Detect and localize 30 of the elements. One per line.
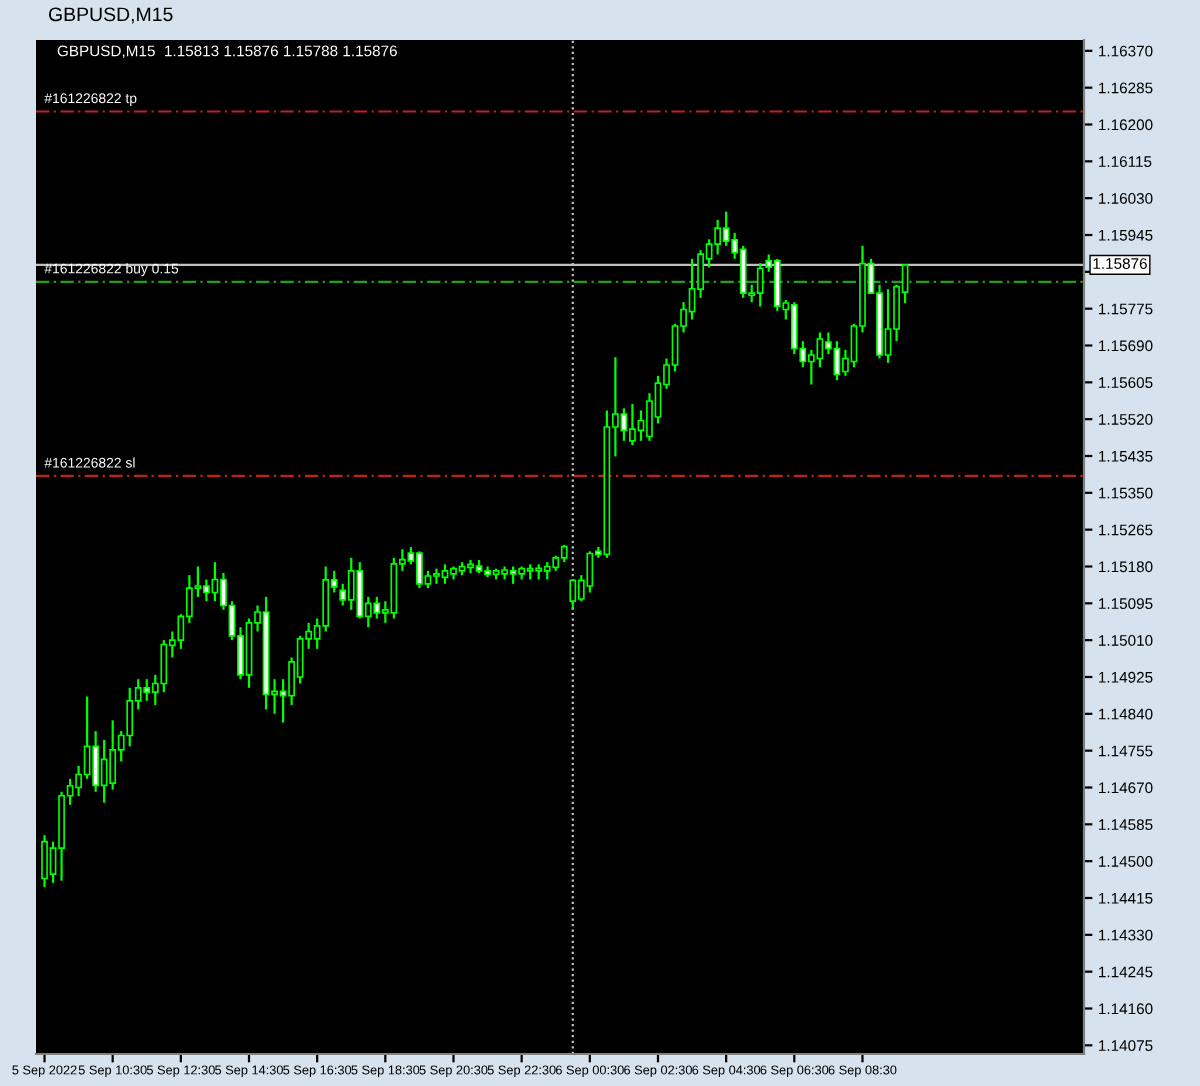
candlestick [569, 578, 577, 611]
candlestick [688, 257, 696, 321]
candlestick [441, 563, 449, 585]
candlestick [92, 730, 100, 793]
candlestick [714, 218, 722, 256]
chart-title: GBPUSD,M15 [48, 7, 173, 24]
candlestick [467, 558, 474, 575]
candlestick [722, 210, 730, 247]
candlestick [816, 331, 824, 369]
candlestick [586, 550, 594, 594]
candlestick [83, 695, 91, 780]
candlestick [109, 719, 117, 791]
candlestick [773, 257, 781, 312]
candlestick [143, 678, 151, 702]
candlestick [620, 407, 628, 442]
candlestick [884, 288, 892, 364]
candlestick [322, 565, 330, 633]
candlestick [41, 834, 48, 889]
candlestick [347, 556, 355, 611]
candlestick [756, 262, 764, 308]
candlestick [433, 567, 440, 585]
candlestick [373, 595, 381, 620]
candlestick [160, 639, 168, 694]
candlestick [126, 686, 134, 748]
candlestick [739, 244, 747, 299]
candlestick [356, 561, 364, 620]
candlestick [790, 301, 798, 356]
candlestick [629, 402, 636, 447]
candlestick [100, 738, 108, 804]
candlestick [416, 550, 423, 590]
